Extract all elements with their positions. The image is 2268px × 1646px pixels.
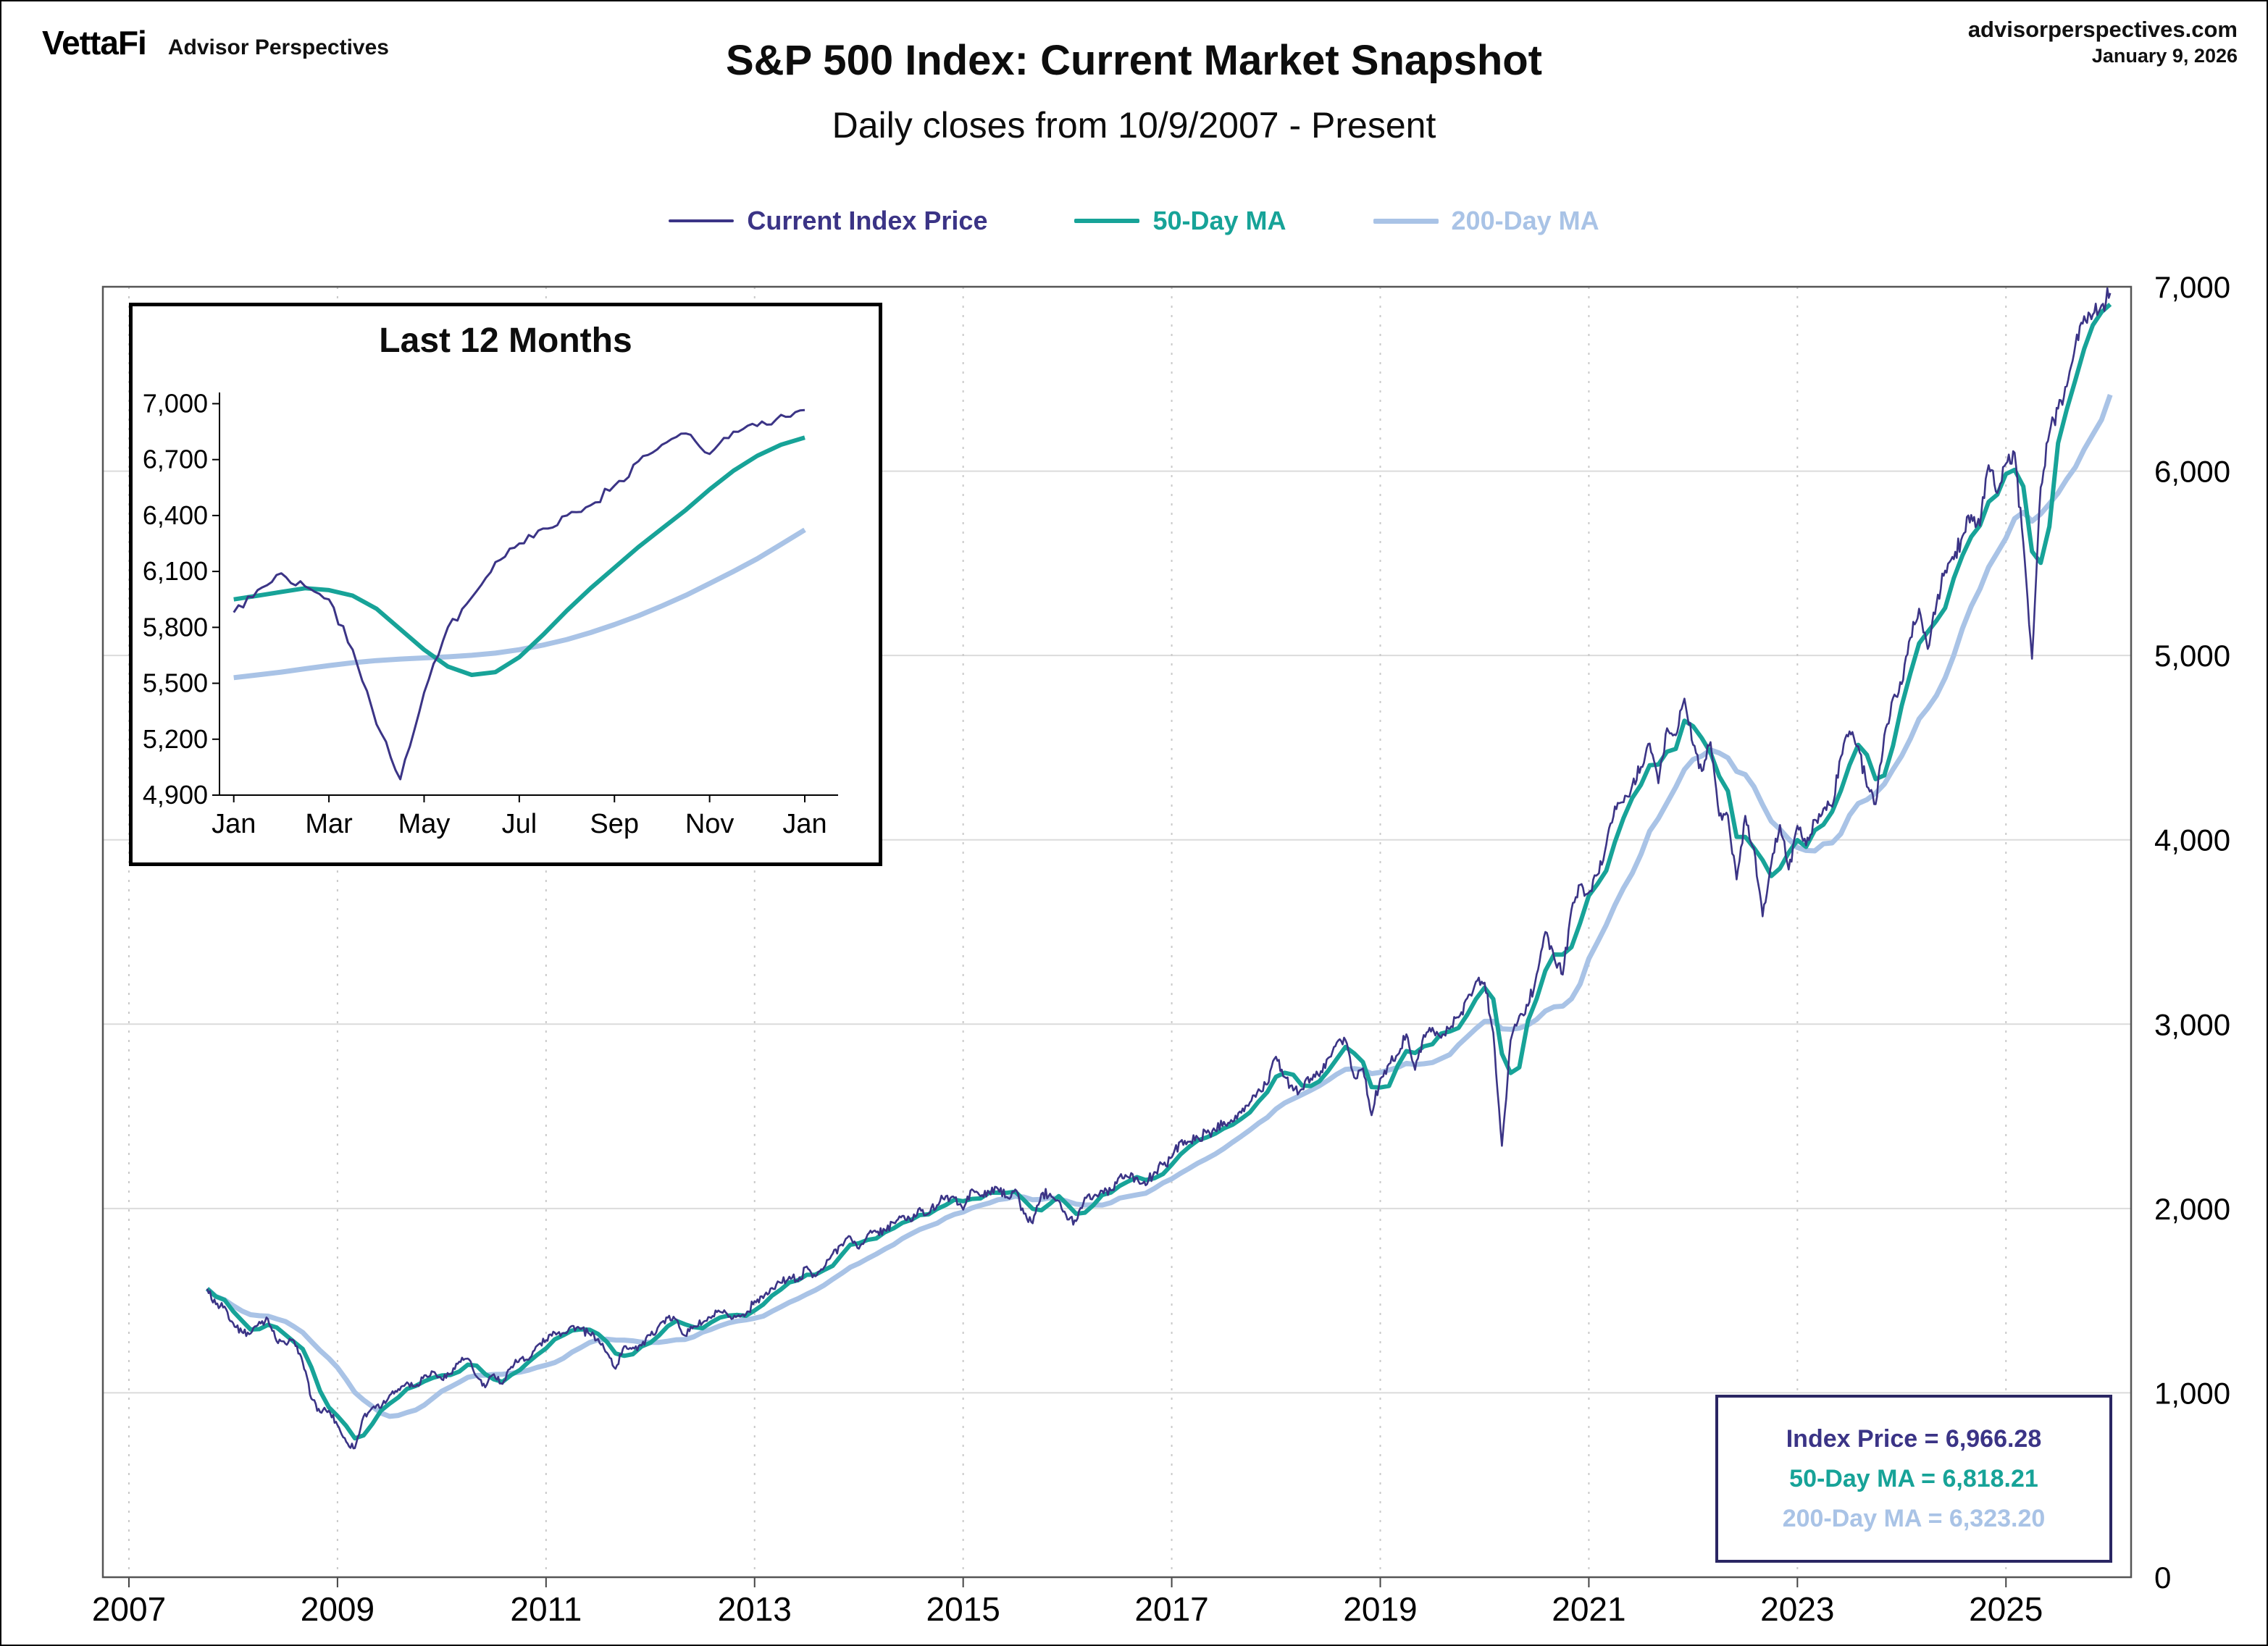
svg-text:2007: 2007 (93, 1590, 166, 1628)
legend-label-200day-ma: 200-Day MA (1451, 206, 1599, 235)
svg-text:7,000: 7,000 (2154, 277, 2230, 304)
legend-label-index-price: Current Index Price (747, 206, 988, 235)
svg-text:Sep: Sep (590, 809, 639, 839)
svg-text:2025: 2025 (1969, 1590, 2043, 1628)
legend-label-50day-ma: 50-Day MA (1152, 206, 1286, 235)
inset-chart: 4,900 5,200 5,500 5,800 6,100 6,400 6,700 7,000… (143, 388, 838, 839)
inset-title: Last 12 Months (379, 322, 632, 360)
svg-text:Mar: Mar (305, 809, 353, 839)
svg-text:4,000: 4,000 (2154, 823, 2230, 857)
svg-text:2017: 2017 (1134, 1590, 1208, 1628)
info-line-200day-ma: 200-Day MA = 6,323.20 (1782, 1504, 2046, 1532)
logo-text: VettaFi (42, 24, 147, 62)
svg-text:3,000: 3,000 (2154, 1007, 2230, 1041)
inset-panel: Last 12 Months 4,900 5,200 5,500 5,800 6,100… (129, 303, 882, 866)
legend-item-index-price: Current Index Price (669, 206, 987, 236)
site-date: January 9, 2026 (2091, 44, 2238, 67)
svg-text:Jan: Jan (782, 809, 827, 839)
svg-text:5,800: 5,800 (143, 612, 208, 642)
svg-text:Nov: Nov (685, 809, 735, 839)
legend-item-50day-ma: 50-Day MA (1074, 206, 1286, 236)
site-url: advisorperspectives.com (1967, 17, 2238, 42)
svg-text:2015: 2015 (926, 1590, 1000, 1628)
svg-text:May: May (398, 809, 451, 839)
svg-text:5,000: 5,000 (2154, 639, 2230, 673)
logo-subtext: Advisor Perspectives (167, 35, 389, 59)
svg-text:5,500: 5,500 (143, 668, 208, 698)
svg-text:Jan: Jan (212, 809, 256, 839)
info-line-index-price: Index Price = 6,966.28 (1786, 1424, 2042, 1453)
vettafi-logo: VettaFi Advisor Perspectives (42, 23, 389, 62)
svg-text:2009: 2009 (301, 1590, 374, 1628)
svg-text:6,000: 6,000 (2154, 455, 2230, 489)
svg-text:2019: 2019 (1343, 1590, 1417, 1628)
page-title: S&P 500 Index: Current Market Snapshot (725, 37, 1542, 84)
svg-text:5,200: 5,200 (143, 724, 208, 754)
legend-item-200day-ma: 200-Day MA (1373, 206, 1599, 236)
legend-line-50day-ma-icon (1074, 219, 1140, 223)
site-block: advisorperspectives.com January 9, 2026 (1968, 16, 2238, 69)
page-subtitle: Daily closes from 10/9/2007 - Present (832, 105, 1436, 146)
svg-text:2021: 2021 (1552, 1590, 1625, 1628)
svg-text:2013: 2013 (718, 1590, 792, 1628)
svg-text:2,000: 2,000 (2154, 1192, 2230, 1226)
svg-text:0: 0 (2154, 1561, 2171, 1595)
svg-text:6,400: 6,400 (143, 500, 208, 530)
svg-text:7,000: 7,000 (143, 388, 208, 418)
svg-text:4,900: 4,900 (143, 780, 208, 810)
info-box: Index Price = 6,966.28 50-Day MA = 6,818… (1715, 1395, 2112, 1563)
svg-text:2023: 2023 (1760, 1590, 1834, 1628)
svg-text:1,000: 1,000 (2154, 1376, 2230, 1410)
legend: Current Index Price 50-Day MA 200-Day MA (1, 206, 2267, 236)
svg-text:6,100: 6,100 (143, 556, 208, 586)
info-line-50day-ma: 50-Day MA = 6,818.21 (1789, 1464, 2038, 1492)
svg-text:6,700: 6,700 (143, 445, 208, 474)
svg-text:Jul: Jul (502, 809, 537, 839)
svg-text:2011: 2011 (510, 1590, 582, 1628)
legend-line-200day-ma-icon (1373, 218, 1439, 224)
legend-line-index-price-icon (669, 219, 735, 222)
